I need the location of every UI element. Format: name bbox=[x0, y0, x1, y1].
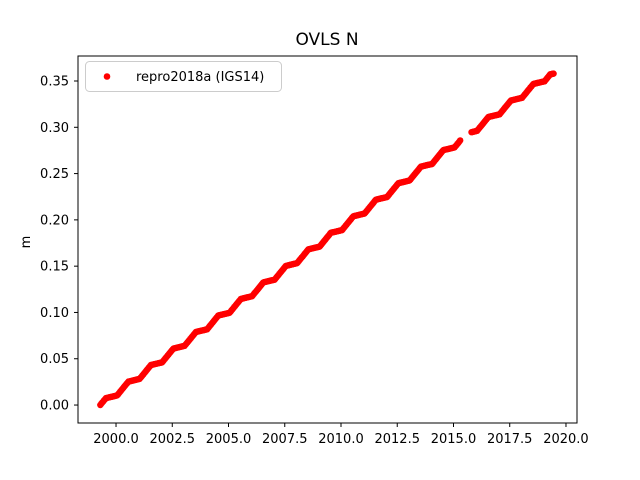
x-tick-label: 2000.0 bbox=[93, 432, 139, 447]
y-tick-label: 0.30 bbox=[40, 121, 69, 136]
chart-title: OVLS N bbox=[295, 30, 358, 50]
legend: repro2018a (IGS14) bbox=[85, 61, 282, 92]
legend-box bbox=[85, 61, 282, 92]
y-tick-label: 0.15 bbox=[40, 260, 69, 275]
scatter-series-repro2018a bbox=[97, 70, 557, 409]
y-tick-label: 0.25 bbox=[40, 167, 69, 182]
data-point bbox=[457, 137, 464, 144]
x-tick-label: 2015.0 bbox=[431, 432, 477, 447]
x-tick-label: 2010.0 bbox=[318, 432, 364, 447]
x-tick-label: 2017.5 bbox=[487, 432, 533, 447]
y-tick-label: 0.05 bbox=[40, 352, 69, 367]
y-axis-label: m bbox=[19, 236, 34, 249]
x-axis-ticks: 2000.0 2002.5 2005.0 2007.5 2010.0 2012.5 2015… bbox=[93, 423, 589, 447]
data-point bbox=[550, 70, 557, 77]
x-tick-label: 2002.5 bbox=[150, 432, 196, 447]
legend-marker-dot-icon bbox=[103, 73, 111, 80]
x-tick-label: 2007.5 bbox=[262, 432, 308, 447]
legend-label: repro2018a (IGS14) bbox=[136, 70, 264, 85]
y-axis-ticks: 0.00 0.05 0.10 0.15 0.20 0.25 0.30 0.35 bbox=[40, 74, 78, 414]
y-tick-label: 0.20 bbox=[40, 213, 69, 228]
y-tick-label: 0.00 bbox=[40, 399, 69, 414]
x-tick-label: 2020.0 bbox=[543, 432, 589, 447]
y-tick-label: 0.35 bbox=[40, 74, 69, 89]
x-tick-label: 2005.0 bbox=[206, 432, 252, 447]
y-tick-label: 0.10 bbox=[40, 306, 69, 321]
x-tick-label: 2012.5 bbox=[374, 432, 420, 447]
axes-frame bbox=[77, 55, 578, 424]
